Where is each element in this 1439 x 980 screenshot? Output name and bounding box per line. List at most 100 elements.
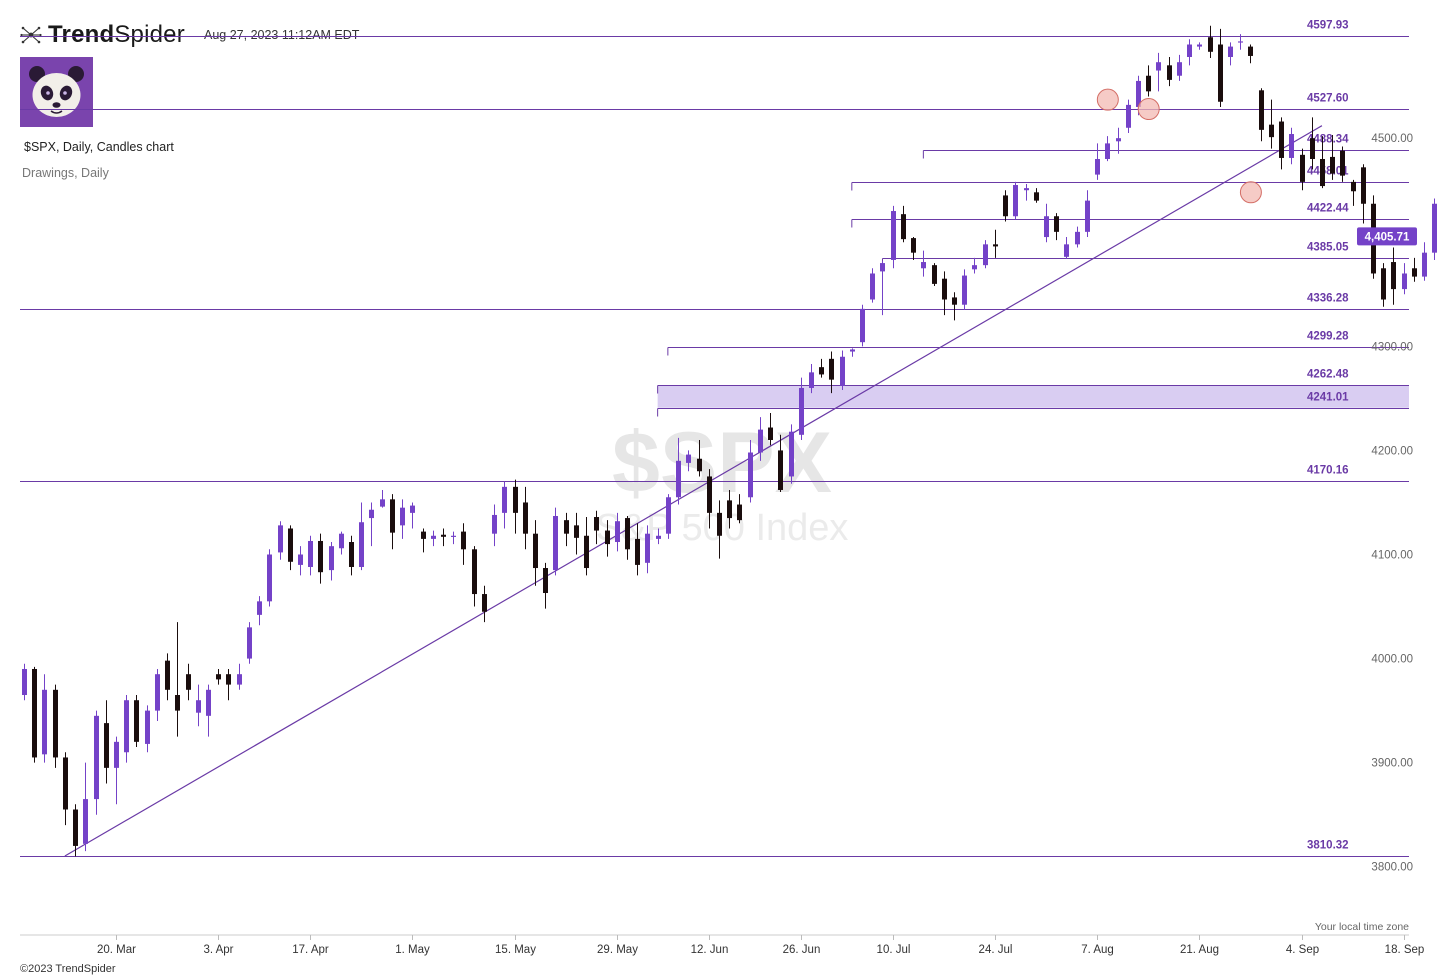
candle: [186, 663, 191, 701]
candle: [819, 358, 824, 378]
candle: [400, 499, 405, 539]
candle-body: [942, 278, 947, 300]
candle-body: [1381, 268, 1386, 300]
candle-body: [553, 515, 558, 571]
candle: [748, 440, 753, 503]
level-label: 4170.16: [1307, 465, 1349, 477]
candle-body: [400, 507, 405, 526]
candle: [216, 668, 221, 685]
candle-body: [1034, 192, 1039, 201]
rejection-marker: [1239, 181, 1262, 204]
candle: [134, 695, 139, 748]
candle: [1177, 54, 1182, 81]
trendline: [64, 125, 1323, 857]
candle: [564, 512, 569, 547]
rejection-marker: [1096, 88, 1119, 111]
candle-body: [676, 460, 681, 498]
candle-body: [513, 486, 518, 513]
candle: [1034, 188, 1039, 203]
candle-body: [1422, 252, 1427, 277]
level-label: 4458.01: [1307, 166, 1349, 178]
y-tick-label: 4200.00: [1371, 445, 1413, 457]
candle-body: [1432, 203, 1437, 253]
candle: [717, 500, 722, 559]
candle: [1064, 237, 1069, 259]
candle-body: [175, 695, 180, 711]
candle: [502, 481, 507, 529]
candle-body: [482, 594, 487, 612]
candle-body: [686, 454, 691, 463]
candle: [1013, 181, 1018, 220]
candle-body: [94, 715, 99, 800]
candle: [1003, 190, 1008, 222]
candle: [553, 507, 558, 576]
candle-body: [461, 531, 466, 550]
current-price-layer: 4,405.71: [1357, 227, 1417, 246]
candle: [288, 525, 293, 571]
level-label: 4336.28: [1307, 293, 1349, 305]
candle-body: [1330, 156, 1335, 174]
candle-body: [1351, 181, 1356, 192]
candle: [513, 479, 518, 534]
candle: [298, 546, 303, 576]
candle: [441, 528, 446, 547]
level-label: 4299.28: [1307, 331, 1349, 343]
candle: [1422, 242, 1427, 281]
candle-body: [145, 710, 150, 744]
candle-body: [891, 211, 896, 260]
candle-body: [104, 723, 109, 768]
candle-body: [1177, 62, 1182, 76]
candle: [1208, 25, 1213, 59]
candle-body: [768, 427, 773, 441]
candle: [206, 684, 211, 737]
candle-body: [1340, 150, 1345, 176]
copyright: ©2023 TrendSpider: [20, 963, 116, 975]
candle: [1116, 127, 1121, 154]
candle: [247, 622, 252, 664]
candle: [451, 531, 456, 545]
candle: [1095, 143, 1100, 180]
candle: [645, 525, 650, 574]
candle-body: [1126, 104, 1131, 128]
candle: [1412, 257, 1417, 282]
candle: [1310, 117, 1315, 170]
candle-body: [543, 568, 548, 594]
y-tick-label: 4500.00: [1371, 133, 1413, 145]
candle-body: [594, 517, 599, 531]
candle-body: [1044, 216, 1049, 238]
candle: [809, 364, 814, 394]
y-tick-label: 3900.00: [1371, 758, 1413, 770]
candle-body: [329, 546, 334, 571]
candle-body: [983, 244, 988, 266]
candle: [421, 528, 426, 553]
candle: [1238, 34, 1243, 50]
candle-body: [134, 700, 139, 742]
candle: [737, 494, 742, 524]
candle: [461, 523, 466, 565]
x-tick-label: 17. Apr: [292, 944, 329, 956]
horizontal-levels-layer: 4636.714597.934527.604488.344458.014422.…: [20, 20, 1409, 857]
drawings-label[interactable]: Drawings, Daily: [22, 166, 109, 180]
candle: [482, 585, 487, 623]
candle-body: [114, 741, 119, 768]
chart-title: $SPX, Daily, Candles chart: [24, 140, 174, 154]
candle-body: [267, 554, 272, 602]
candle-body: [1116, 138, 1121, 142]
y-tick-label: 3800.00: [1371, 862, 1413, 874]
candle: [523, 486, 528, 550]
x-tick-label: 24. Jul: [979, 944, 1013, 956]
x-tick-label: 29. May: [597, 944, 638, 956]
candle-body: [1228, 46, 1233, 57]
candle: [1361, 164, 1366, 224]
candle-body: [533, 533, 538, 569]
candle: [349, 535, 354, 576]
candle-body: [472, 549, 477, 595]
panda-avatar: [20, 57, 93, 127]
trendline-layer: [64, 125, 1323, 857]
candle-body: [380, 499, 385, 507]
candle: [1228, 42, 1233, 66]
candle-body: [1064, 244, 1069, 257]
candle: [1300, 148, 1305, 191]
candle-body: [502, 486, 507, 513]
